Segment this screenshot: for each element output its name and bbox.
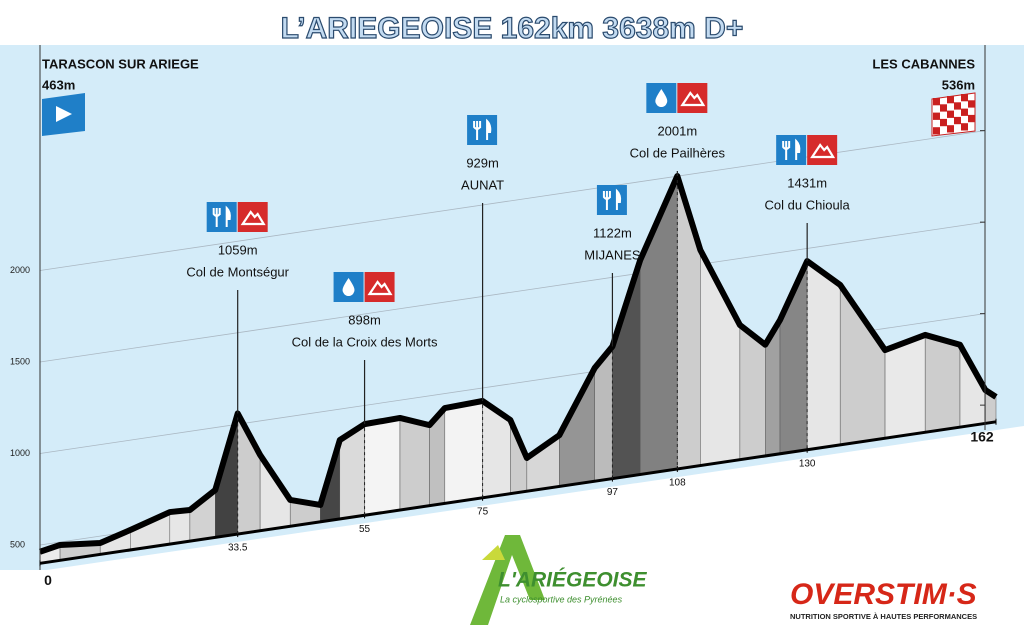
x-tick-label: 130 [799, 458, 816, 469]
pass-name: Col de la Croix des Morts [292, 334, 438, 349]
sponsor-name: OVERSTIM·S [790, 578, 977, 611]
plot [39, 172, 998, 565]
icon-fork [602, 191, 611, 210]
profile-segment [364, 417, 401, 516]
profile-line [39, 172, 998, 555]
start-icon [42, 93, 85, 136]
pass-name: AUNAT [461, 177, 504, 192]
icon-knife [615, 188, 622, 210]
flag-cell [947, 125, 954, 133]
profile-segment [924, 334, 961, 433]
icon-mountain [810, 143, 836, 159]
service-icon [467, 115, 498, 145]
y-tick-label: 1000 [10, 448, 30, 458]
flag-cell [933, 127, 940, 135]
end-name: LES CABANNES [872, 56, 975, 71]
grid-line [39, 221, 986, 363]
icon-box [364, 272, 395, 302]
icon-fork [782, 141, 791, 160]
flag-cell [933, 98, 940, 106]
service-icon [364, 272, 395, 302]
event-logo: L'ARIÉGEOISE La cyclosportive des Pyréné… [470, 535, 648, 625]
pass-name: MIJANES [584, 247, 641, 262]
pass-elevation: 1059m [218, 242, 258, 257]
service-icon [333, 272, 364, 302]
x-tick-label: 0 [44, 572, 52, 588]
profile-segment [444, 400, 483, 504]
pass-elevation: 1431m [787, 175, 827, 190]
flag-cell [954, 116, 961, 125]
sponsor-tagline: NUTRITION SPORTIVE À HAUTES PERFORMANCES [790, 612, 977, 621]
icon-box [776, 135, 807, 165]
icon-knife [486, 118, 492, 140]
sponsor-logo: OVERSTIM·S NUTRITION SPORTIVE À HAUTES P… [790, 578, 977, 621]
flag-cell [940, 118, 947, 127]
x-tick-label: 162 [970, 429, 994, 445]
flag-cell [961, 123, 968, 131]
icon-fork [473, 121, 482, 140]
icon-box [206, 202, 237, 232]
x-tick-label: 75 [477, 506, 489, 517]
pass-name: Col de Pailhères [630, 145, 726, 160]
finish-icon [931, 92, 976, 137]
pass-elevation: 929m [466, 155, 499, 170]
event-name: L'ARIÉGEOISE [498, 569, 648, 592]
icon-knife [225, 205, 231, 227]
icon-knife [795, 138, 801, 160]
icon-box [467, 115, 498, 145]
ground [0, 426, 1024, 630]
pass-elevation: 1122m [593, 225, 632, 240]
icon-fork [212, 208, 221, 227]
baseline [39, 420, 997, 565]
service-icon [776, 135, 807, 165]
pass-name: Col du Chioula [765, 197, 851, 212]
flag-cell [961, 94, 968, 102]
pass-name: Col de Montségur [186, 264, 289, 279]
profile-segment [806, 260, 841, 451]
y-tick-label: 500 [10, 539, 25, 549]
flag-cell [968, 100, 975, 108]
flag-cell [940, 104, 947, 112]
icon-box [237, 202, 268, 232]
flag-cell [961, 108, 968, 116]
chart-title: L’ARIEGEOISE 162km 3638m D+ [281, 12, 744, 45]
icon-mountain [240, 210, 266, 226]
icon-mountain [680, 91, 706, 107]
profile-segment [399, 417, 430, 511]
x-tick-label: 55 [359, 524, 371, 535]
flag-cell [947, 96, 954, 104]
service-icon [677, 83, 708, 113]
icon-drop [655, 89, 668, 107]
service-icon [237, 202, 268, 232]
icon-box [596, 185, 627, 215]
icon-box [677, 83, 708, 113]
icon-box [807, 135, 838, 165]
profile-segment [169, 509, 191, 545]
service-icon [596, 185, 627, 215]
service-icon [646, 83, 677, 113]
start-elevation: 463m [42, 77, 75, 92]
flag-cell [947, 110, 954, 118]
pass-elevation: 898m [348, 312, 381, 327]
start-name: TARASCON SUR ARIEGE [42, 56, 199, 71]
y-tick-label: 1500 [10, 356, 30, 366]
service-icon [206, 202, 237, 232]
flag-cell [968, 114, 975, 123]
y-tick-label: 2000 [10, 265, 30, 275]
icon-drop [342, 278, 355, 296]
service-icon [807, 135, 838, 165]
end-elevation: 536m [942, 77, 975, 92]
pass-elevation: 2001m [657, 123, 697, 138]
icon-mountain [367, 280, 393, 296]
flag-cell [954, 102, 961, 110]
x-tick-label: 108 [669, 478, 686, 489]
x-tick-label: 97 [607, 487, 619, 498]
x-tick-label: 33.5 [228, 543, 248, 554]
event-tagline: La cyclosportive des Pyrénées [500, 594, 623, 604]
flag-cell [933, 112, 940, 120]
